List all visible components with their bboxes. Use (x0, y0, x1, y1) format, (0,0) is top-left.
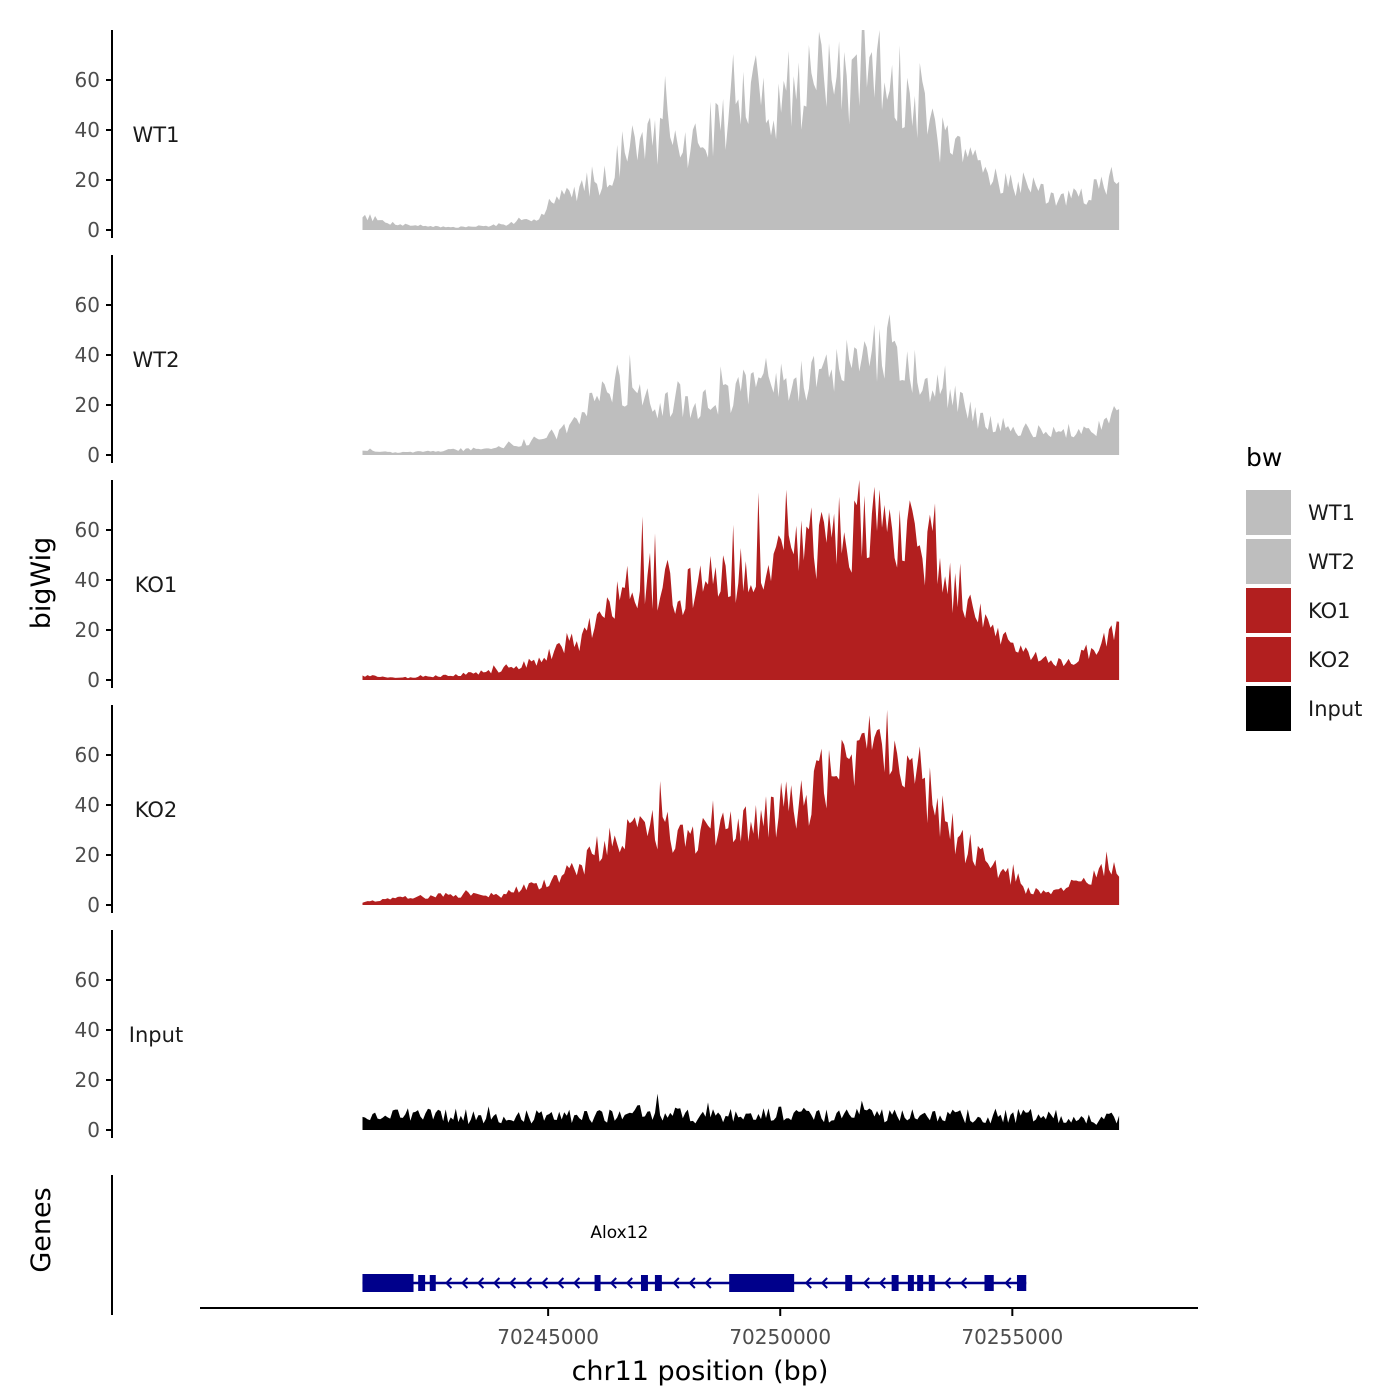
signal-area-wt2 (362, 314, 1120, 455)
gene-exon (907, 1275, 914, 1291)
y-tick-label: 60 (75, 293, 100, 317)
track-label: KO1 (135, 573, 178, 597)
gene-exon (917, 1275, 924, 1291)
y-tick-label: 0 (87, 1118, 100, 1142)
x-tick-label: 70250000 (729, 1325, 831, 1349)
legend-swatch-wt2 (1246, 539, 1291, 584)
track-input: 0 20 40 60 Input (75, 930, 1120, 1142)
gene-exon (362, 1274, 414, 1292)
strand-arrow (476, 1277, 485, 1289)
gene-track-title: Genes (26, 1187, 57, 1272)
gene-exon (418, 1275, 426, 1291)
y-tick-label: 0 (87, 218, 100, 242)
gene-exon (654, 1275, 662, 1291)
y-tick-label: 0 (87, 668, 100, 692)
strand-arrow (460, 1277, 469, 1289)
y-tick-label: 40 (75, 568, 100, 592)
y-tick-label: 0 (87, 443, 100, 467)
strand-arrow (1004, 1277, 1012, 1289)
legend-swatch-ko2 (1246, 637, 1291, 682)
gene-exon (984, 1275, 994, 1291)
strand-arrow (540, 1277, 549, 1289)
track-wt1: 0 20 40 60 WT1 (75, 30, 1120, 242)
gene-exon (729, 1274, 795, 1292)
legend-title: bw (1246, 443, 1282, 472)
y-tick-label: 20 (75, 393, 100, 417)
legend-label-ko1: KO1 (1308, 599, 1351, 623)
strand-arrow (572, 1277, 581, 1289)
track-label: Input (129, 1023, 183, 1047)
strand-arrow (672, 1277, 680, 1289)
y-tick-label: 60 (75, 518, 100, 542)
gene-exon (640, 1275, 648, 1291)
y-tick-label: 60 (75, 968, 100, 992)
legend-label-wt1: WT1 (1308, 501, 1355, 525)
track-panels: 0 20 40 60 WT1 0 20 40 60 WT2 0 20 40 60 KO1 0 20 40 60 KO2… (75, 30, 1120, 1142)
strand-arrow (492, 1277, 501, 1289)
gene-name-label: Alox12 (590, 1223, 648, 1243)
gene-track: Alox12 (111, 1175, 1027, 1315)
y-axis-title: bigWig (26, 537, 57, 630)
strand-arrow (820, 1277, 828, 1289)
y-tick-label: 20 (75, 618, 100, 642)
track-label: WT2 (133, 348, 180, 372)
strand-arrow (688, 1277, 696, 1289)
legend-swatch-input (1246, 686, 1291, 731)
y-tick-label: 20 (75, 168, 100, 192)
signal-area-input (362, 1093, 1120, 1130)
track-wt2: 0 20 40 60 WT2 (75, 255, 1120, 467)
strand-arrow (959, 1277, 968, 1289)
legend-swatch-wt1 (1246, 490, 1291, 535)
strand-arrow (804, 1277, 812, 1289)
strand-arrow (878, 1277, 886, 1289)
y-tick-label: 40 (75, 118, 100, 142)
x-tick-label: 70245000 (497, 1325, 599, 1349)
signal-area-wt1 (362, 30, 1120, 230)
strand-arrow (508, 1277, 517, 1289)
gene-exon (928, 1275, 935, 1291)
x-axis-title: chr11 position (bp) (572, 1356, 829, 1387)
track-ko2: 0 20 40 60 KO2 (75, 705, 1120, 917)
gene-model: Alox12 (362, 1223, 1027, 1292)
track-label: WT1 (133, 123, 180, 147)
legend-label-input: Input (1308, 697, 1362, 721)
y-tick-label: 60 (75, 743, 100, 767)
strand-arrow (556, 1277, 565, 1289)
y-tick-label: 40 (75, 793, 100, 817)
gene-exon (429, 1275, 436, 1291)
legend-label-ko2: KO2 (1308, 648, 1351, 672)
legend: bw WT1 WT2 KO1 KO2 Input (1246, 443, 1362, 731)
signal-area-ko2 (362, 709, 1120, 905)
y-tick-label: 40 (75, 343, 100, 367)
y-tick-label: 40 (75, 1018, 100, 1042)
x-tick-label: 70255000 (961, 1325, 1063, 1349)
y-tick-label: 0 (87, 893, 100, 917)
gene-exon (594, 1275, 601, 1291)
strand-arrow (444, 1277, 453, 1289)
y-tick-label: 20 (75, 1068, 100, 1092)
gene-exon (1016, 1275, 1027, 1291)
track-label: KO2 (135, 798, 178, 822)
strand-arrow (524, 1277, 533, 1289)
gene-exon (891, 1275, 899, 1291)
strand-arrow (704, 1277, 712, 1289)
strand-arrow (625, 1277, 633, 1289)
legend-label-wt2: WT2 (1308, 550, 1355, 574)
y-tick-label: 20 (75, 843, 100, 867)
strand-arrow (862, 1277, 870, 1289)
x-axis: 70245000 70250000 70255000 (200, 1307, 1198, 1349)
strand-arrow (943, 1277, 952, 1289)
gene-exon (845, 1275, 853, 1291)
signal-area-ko1 (362, 480, 1120, 680)
legend-swatch-ko1 (1246, 588, 1291, 633)
strand-arrow (609, 1277, 617, 1289)
track-ko1: 0 20 40 60 KO1 (75, 480, 1120, 692)
y-tick-label: 60 (75, 68, 100, 92)
